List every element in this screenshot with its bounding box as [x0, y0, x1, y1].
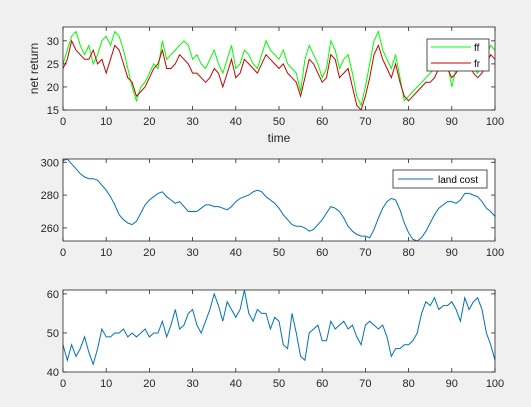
x-tick-label: 100 — [486, 247, 504, 259]
x-tick-label: 80 — [402, 116, 414, 128]
x-tick-label: 10 — [100, 378, 112, 390]
x-tick-label: 30 — [186, 378, 198, 390]
x-tick-label: 80 — [402, 378, 414, 390]
x-tick-label: 80 — [402, 247, 414, 259]
x-axis-label: time — [268, 131, 291, 145]
y-tick-label: 15 — [47, 105, 59, 117]
y-tick-label: 260 — [41, 223, 59, 235]
x-tick-label: 0 — [60, 116, 66, 128]
x-tick-label: 100 — [486, 378, 504, 390]
x-tick-label: 90 — [446, 247, 458, 259]
plot-2: 0 10 20 30 40 50 60 70 80 90 100 260 280 300 land cost — [41, 157, 505, 259]
y-axis-label: net return — [27, 43, 41, 94]
series-line-land-cost — [63, 159, 495, 241]
x-tick-label: 90 — [446, 378, 458, 390]
legend-label: land cost — [438, 175, 478, 186]
x-tick-label: 70 — [359, 247, 371, 259]
legend-box — [392, 169, 488, 189]
x-tick-label: 0 — [60, 247, 66, 259]
x-tick-label: 20 — [143, 116, 155, 128]
legend-label: ff — [474, 43, 480, 54]
legend-box — [426, 38, 490, 72]
y-tick-label: 280 — [41, 190, 59, 202]
x-tick-label: 60 — [316, 116, 328, 128]
x-tick-label: 10 — [100, 247, 112, 259]
x-tick-label: 30 — [186, 247, 198, 259]
y-tick-label: 20 — [47, 82, 59, 94]
legend: land cost — [392, 169, 488, 189]
y-tick-label: 50 — [47, 328, 59, 340]
x-tick-label: 0 — [60, 378, 66, 390]
x-tick-label: 90 — [446, 116, 458, 128]
series-line-1 — [63, 290, 495, 366]
x-tick-label: 40 — [230, 378, 242, 390]
x-tick-label: 20 — [143, 247, 155, 259]
x-tick-label: 50 — [273, 116, 285, 128]
x-tick-label: 10 — [100, 116, 112, 128]
x-tick-label: 60 — [316, 247, 328, 259]
y-tick-label: 40 — [47, 367, 59, 379]
legend: ff fr — [426, 38, 490, 72]
y-tick-label: 25 — [47, 59, 59, 71]
x-tick-label: 60 — [316, 378, 328, 390]
series-line-fr — [63, 39, 495, 110]
x-tick-label: 30 — [186, 116, 198, 128]
x-tick-label: 50 — [273, 378, 285, 390]
x-tick-label: 20 — [143, 378, 155, 390]
x-tick-label: 70 — [359, 378, 371, 390]
y-tick-label: 300 — [41, 157, 59, 169]
legend-label: fr — [474, 59, 481, 70]
series-line-ff — [63, 30, 495, 107]
plot-1: 0 10 20 30 40 50 60 70 80 90 100 15 20 25 30 time net re… — [27, 26, 504, 145]
x-tick-label: 40 — [230, 247, 242, 259]
x-tick-label: 50 — [273, 247, 285, 259]
x-tick-label: 40 — [230, 116, 242, 128]
plot-area — [63, 290, 495, 372]
y-tick-label: 30 — [47, 36, 59, 48]
plot-3: 0 10 20 30 40 50 60 70 80 90 100 40 50 60 — [47, 289, 504, 390]
y-tick-label: 60 — [47, 289, 59, 301]
x-tick-label: 100 — [486, 116, 504, 128]
x-tick-label: 70 — [359, 116, 371, 128]
